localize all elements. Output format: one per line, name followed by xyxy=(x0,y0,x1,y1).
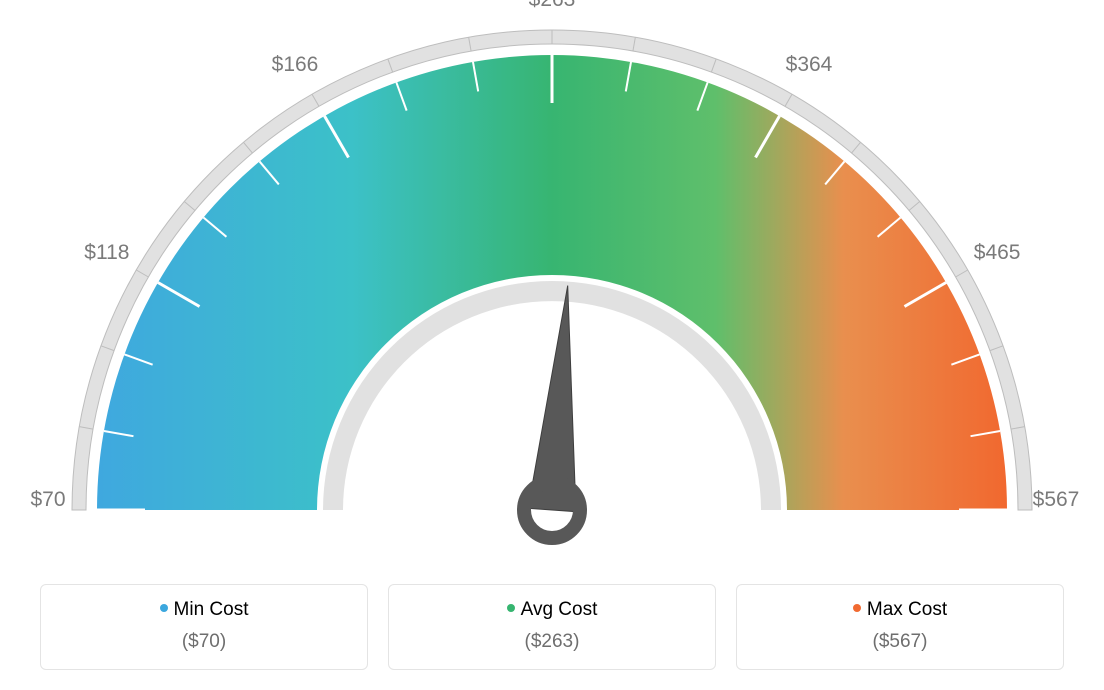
dot-icon xyxy=(853,604,861,612)
legend-card-avg: Avg Cost ($263) xyxy=(388,584,716,670)
legend-label-avg: Avg Cost xyxy=(521,599,598,620)
legend-title-avg: Avg Cost xyxy=(399,599,705,621)
gauge-tick-label: $70 xyxy=(30,488,65,512)
legend-row: Min Cost ($70) Avg Cost ($263) Max Cost … xyxy=(40,584,1064,670)
legend-label-max: Max Cost xyxy=(867,599,947,620)
gauge-tick-label: $263 xyxy=(529,0,576,12)
dot-icon xyxy=(160,604,168,612)
gauge-tick-label: $364 xyxy=(786,53,833,77)
legend-value-min: ($70) xyxy=(51,631,357,653)
gauge-svg xyxy=(0,0,1104,560)
legend-card-min: Min Cost ($70) xyxy=(40,584,368,670)
legend-value-avg: ($263) xyxy=(399,631,705,653)
gauge-tick-label: $465 xyxy=(974,241,1021,265)
gauge-area: $70 $118 $166 $263 $364 $465 $567 xyxy=(0,0,1104,560)
gauge-tick-label: $118 xyxy=(84,241,129,265)
legend-label-min: Min Cost xyxy=(174,599,249,620)
legend-title-max: Max Cost xyxy=(747,599,1053,621)
legend-card-max: Max Cost ($567) xyxy=(736,584,1064,670)
legend-value-max: ($567) xyxy=(747,631,1053,653)
dot-icon xyxy=(507,604,515,612)
gauge-tick-label: $166 xyxy=(272,53,319,77)
gauge-tick-label: $567 xyxy=(1033,488,1080,512)
legend-title-min: Min Cost xyxy=(51,599,357,621)
gauge-chart-container: $70 $118 $166 $263 $364 $465 $567 Min Cost ($7… xyxy=(0,0,1104,690)
